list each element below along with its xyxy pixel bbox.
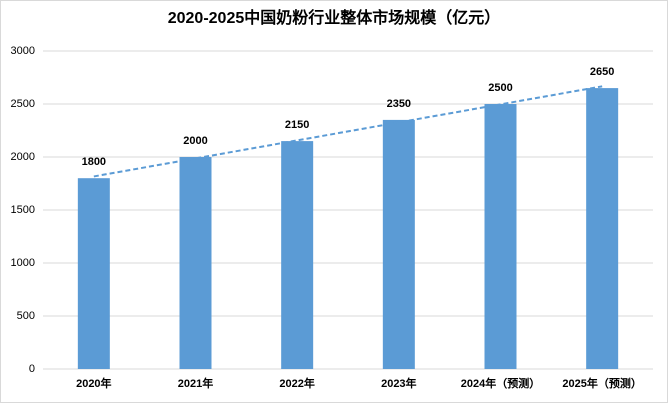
value-label: 2000: [183, 135, 207, 147]
value-label: 2500: [488, 82, 512, 94]
y-tick-label: 0: [29, 363, 35, 375]
x-tick-label: 2020年: [76, 376, 111, 390]
bar: [586, 88, 619, 369]
y-tick-label: 500: [17, 310, 35, 322]
bar: [484, 104, 517, 369]
value-label: 1800: [82, 156, 106, 168]
x-tick-label: 2024年（预测）: [461, 376, 540, 390]
x-tick-label: 2023年: [381, 376, 416, 390]
x-tick-label: 2022年: [279, 376, 314, 390]
y-tick-label: 1500: [11, 204, 35, 216]
x-tick-label: 2021年: [178, 376, 213, 390]
value-label: 2350: [387, 98, 411, 110]
value-label: 2150: [285, 119, 309, 131]
chart-title: 2020-2025中国奶粉行业整体市场规模（亿元）: [168, 8, 501, 27]
bar: [382, 119, 415, 370]
bar: [281, 141, 314, 369]
y-tick-label: 1000: [11, 257, 35, 269]
x-tick-label: 2025年（预测）: [562, 376, 641, 390]
y-tick-label: 2500: [11, 98, 35, 110]
y-tick-label: 3000: [11, 45, 35, 57]
trend-line: [93, 85, 603, 178]
bar: [179, 157, 212, 369]
y-tick-label: 2000: [11, 151, 35, 163]
value-label: 2650: [590, 66, 614, 78]
bar: [77, 178, 110, 369]
